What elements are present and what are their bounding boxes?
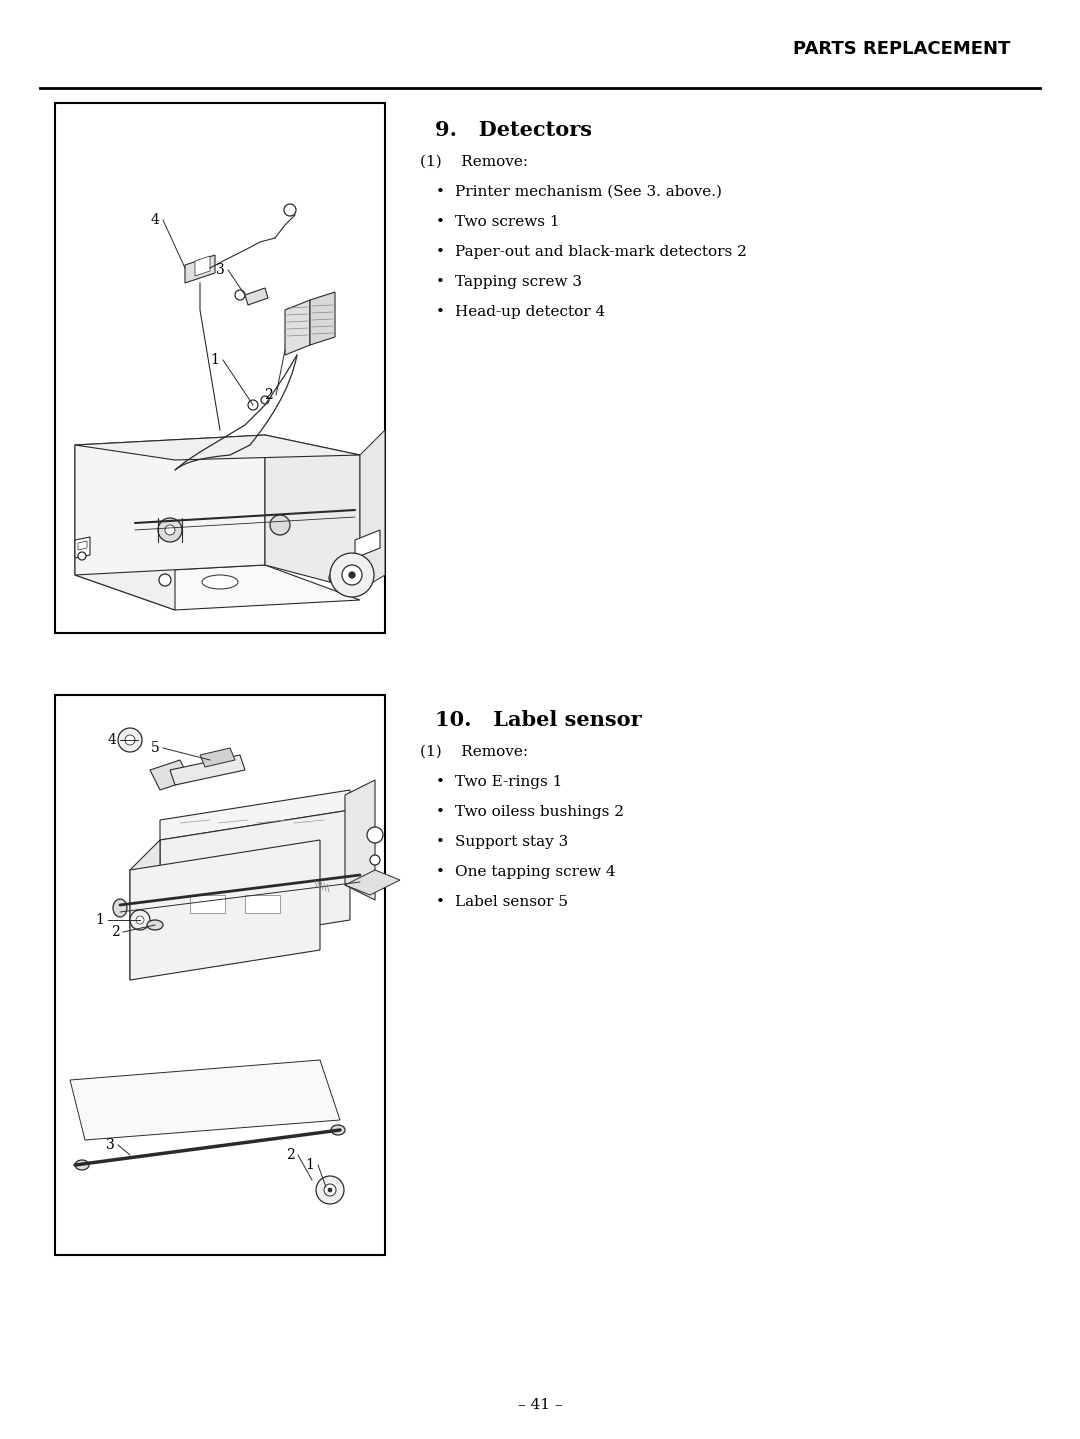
Polygon shape bbox=[78, 541, 87, 550]
Text: 1: 1 bbox=[306, 1158, 314, 1171]
Polygon shape bbox=[265, 435, 360, 590]
Text: 3: 3 bbox=[216, 263, 225, 276]
Circle shape bbox=[324, 1184, 336, 1196]
Text: 2: 2 bbox=[264, 389, 272, 401]
Text: •: • bbox=[435, 776, 445, 789]
Polygon shape bbox=[75, 566, 360, 610]
Bar bbox=[55, 695, 384, 1255]
Text: Paper-out and black-mark detectors 2: Paper-out and black-mark detectors 2 bbox=[455, 245, 747, 259]
Text: 3: 3 bbox=[106, 1138, 114, 1153]
Text: 2: 2 bbox=[110, 925, 120, 940]
Polygon shape bbox=[75, 435, 360, 460]
Text: (1)    Remove:: (1) Remove: bbox=[420, 155, 528, 168]
Bar bbox=[190, 895, 225, 912]
Text: Head-up detector 4: Head-up detector 4 bbox=[455, 305, 605, 319]
Text: 4: 4 bbox=[150, 213, 160, 227]
Polygon shape bbox=[185, 255, 215, 283]
Polygon shape bbox=[360, 430, 384, 590]
Text: 2: 2 bbox=[285, 1148, 295, 1163]
Text: Printer mechanism (See 3. above.): Printer mechanism (See 3. above.) bbox=[455, 186, 723, 199]
Text: 5: 5 bbox=[150, 741, 160, 755]
Ellipse shape bbox=[113, 899, 127, 917]
Ellipse shape bbox=[158, 518, 183, 543]
Polygon shape bbox=[355, 530, 380, 558]
Circle shape bbox=[159, 574, 171, 586]
Text: Two E-rings 1: Two E-rings 1 bbox=[455, 776, 563, 789]
Text: •: • bbox=[435, 804, 445, 819]
Ellipse shape bbox=[353, 871, 367, 885]
Text: PARTS REPLACEMENT: PARTS REPLACEMENT bbox=[793, 40, 1010, 58]
Circle shape bbox=[330, 553, 374, 597]
Circle shape bbox=[342, 566, 362, 586]
Ellipse shape bbox=[330, 1125, 345, 1135]
Text: Tapping screw 3: Tapping screw 3 bbox=[455, 275, 582, 289]
Text: 1: 1 bbox=[211, 353, 219, 367]
Polygon shape bbox=[345, 780, 375, 899]
Text: •: • bbox=[435, 245, 445, 259]
Text: •: • bbox=[435, 865, 445, 879]
Polygon shape bbox=[160, 790, 350, 840]
Circle shape bbox=[316, 1176, 345, 1204]
Text: 4: 4 bbox=[108, 732, 117, 747]
Polygon shape bbox=[130, 840, 160, 980]
Polygon shape bbox=[200, 748, 235, 767]
Polygon shape bbox=[245, 288, 268, 305]
Text: Two oiless bushings 2: Two oiless bushings 2 bbox=[455, 804, 624, 819]
Ellipse shape bbox=[270, 515, 291, 535]
Text: Support stay 3: Support stay 3 bbox=[455, 835, 568, 849]
Text: •: • bbox=[435, 186, 445, 199]
Circle shape bbox=[284, 204, 296, 216]
Polygon shape bbox=[195, 256, 210, 276]
Circle shape bbox=[328, 1189, 332, 1191]
Text: •: • bbox=[435, 305, 445, 319]
Polygon shape bbox=[310, 292, 335, 345]
Circle shape bbox=[130, 909, 150, 930]
Polygon shape bbox=[150, 760, 190, 790]
Circle shape bbox=[349, 571, 355, 578]
Text: Label sensor 5: Label sensor 5 bbox=[455, 895, 568, 909]
Polygon shape bbox=[345, 871, 400, 895]
Polygon shape bbox=[170, 755, 245, 786]
Text: •: • bbox=[435, 895, 445, 909]
Bar bbox=[55, 104, 384, 633]
Circle shape bbox=[235, 291, 245, 299]
Circle shape bbox=[248, 400, 258, 410]
Polygon shape bbox=[130, 840, 320, 980]
Bar bbox=[245, 895, 280, 912]
Ellipse shape bbox=[202, 576, 238, 589]
Polygon shape bbox=[70, 1061, 340, 1140]
Text: •: • bbox=[435, 275, 445, 289]
Ellipse shape bbox=[147, 920, 163, 930]
Text: 1: 1 bbox=[95, 912, 105, 927]
Circle shape bbox=[367, 827, 383, 843]
Text: •: • bbox=[435, 214, 445, 229]
Polygon shape bbox=[285, 299, 310, 355]
Text: – 41 –: – 41 – bbox=[517, 1399, 563, 1412]
Text: One tapping screw 4: One tapping screw 4 bbox=[455, 865, 616, 879]
Polygon shape bbox=[75, 445, 175, 610]
Ellipse shape bbox=[165, 525, 175, 535]
Circle shape bbox=[261, 396, 269, 404]
Polygon shape bbox=[160, 810, 350, 950]
Text: (1)    Remove:: (1) Remove: bbox=[420, 745, 528, 758]
Circle shape bbox=[329, 571, 341, 584]
Circle shape bbox=[136, 917, 144, 924]
Text: 9.   Detectors: 9. Detectors bbox=[435, 119, 592, 140]
Circle shape bbox=[118, 728, 141, 753]
Text: 10.   Label sensor: 10. Label sensor bbox=[435, 709, 642, 730]
Text: Two screws 1: Two screws 1 bbox=[455, 214, 559, 229]
Circle shape bbox=[370, 855, 380, 865]
Circle shape bbox=[78, 553, 86, 560]
Polygon shape bbox=[75, 537, 90, 558]
Circle shape bbox=[125, 735, 135, 745]
Ellipse shape bbox=[75, 1160, 89, 1170]
Text: •: • bbox=[435, 835, 445, 849]
Polygon shape bbox=[75, 435, 265, 576]
